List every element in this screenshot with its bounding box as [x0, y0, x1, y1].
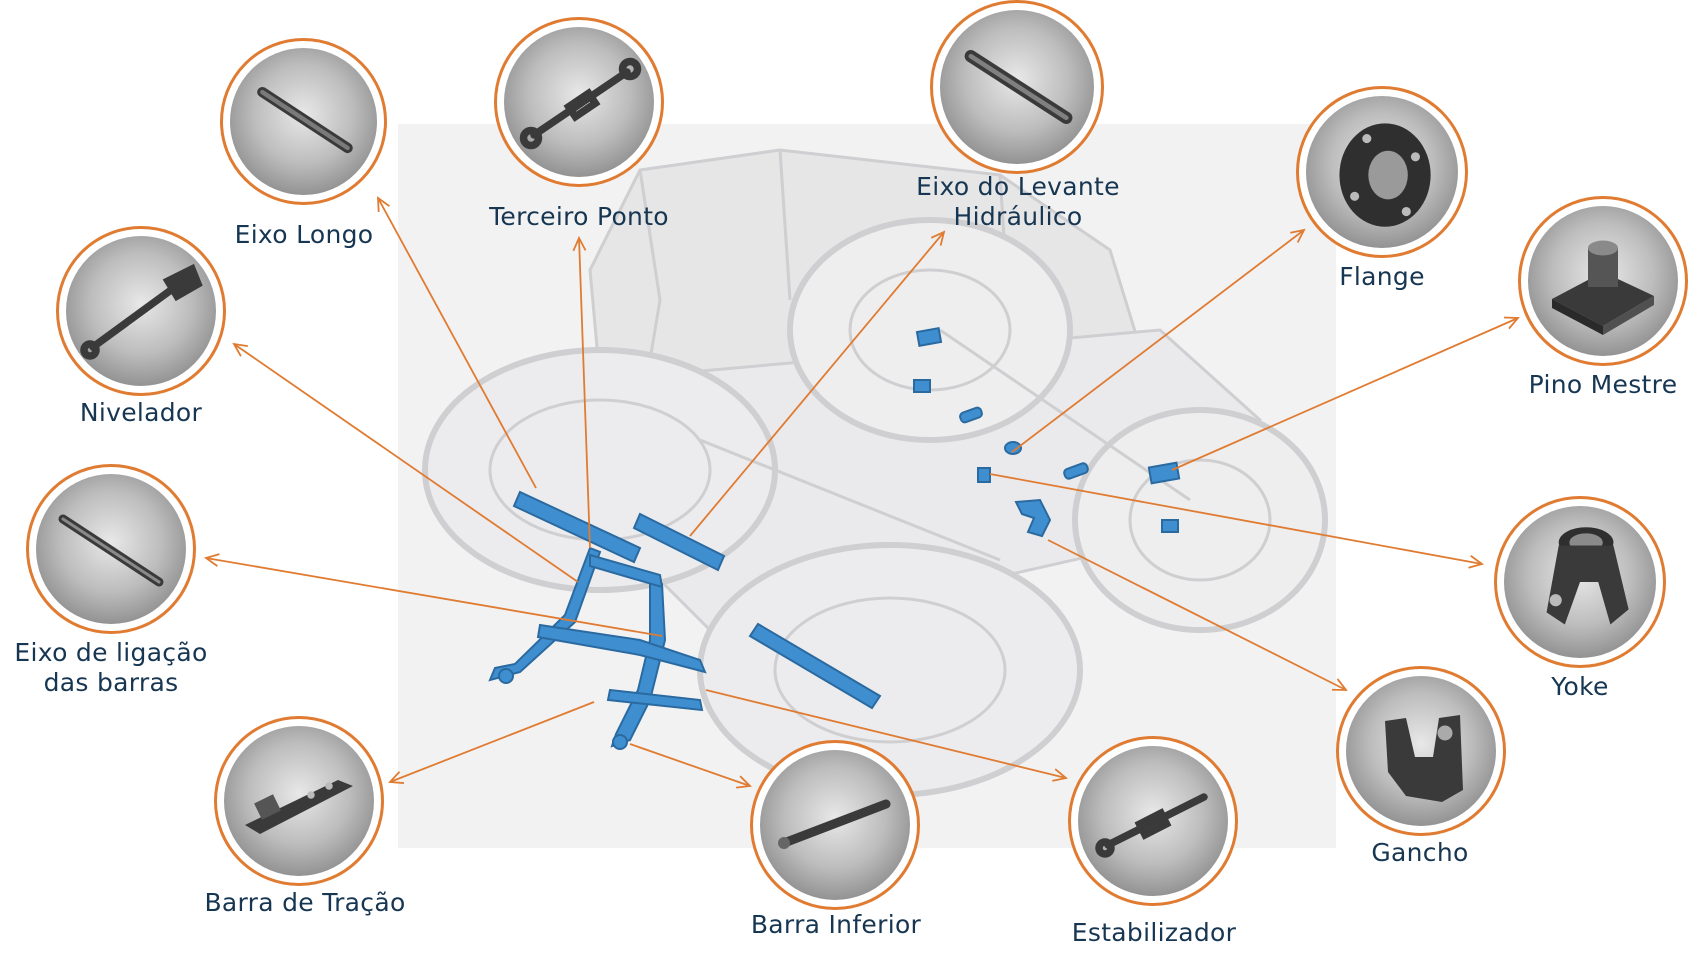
link-shaft-icon	[26, 464, 196, 634]
pointer-line-barra-inferior	[629, 743, 752, 789]
arrowhead-icon	[930, 230, 946, 246]
part-label-barra-inferior: Barra Inferior	[750, 910, 922, 939]
pointer-line-eixo-levante	[689, 230, 946, 537]
arrowhead-icon	[377, 196, 390, 213]
pointer-line-yoke	[989, 473, 1485, 569]
long-shaft-icon	[220, 38, 387, 205]
arrowhead-icon	[1468, 555, 1485, 569]
flange-icon	[1296, 86, 1468, 258]
arrowhead-icon	[1290, 228, 1306, 243]
pointer-line-gancho	[1047, 539, 1348, 691]
part-label-terceiro-ponto: Terceiro Ponto	[489, 202, 669, 231]
pointer-line-barra-tracao	[388, 701, 595, 784]
part-label-flange: Flange	[1339, 262, 1425, 291]
pointer-line-estabilizador	[705, 689, 1069, 782]
part-label-eixo-ligacao: Eixo de ligação das barras	[14, 638, 208, 697]
arrowhead-icon	[232, 342, 248, 357]
top-link-icon	[494, 17, 664, 187]
pointer-line-terceiro-ponto	[572, 235, 591, 549]
arrowhead-icon	[1052, 768, 1069, 782]
pointer-line-eixo-ligacao	[203, 553, 663, 637]
pointer-line-flange	[1011, 228, 1306, 453]
part-label-gancho: Gancho	[1371, 838, 1469, 867]
arrowhead-icon	[1503, 316, 1520, 330]
arrowhead-icon	[203, 553, 220, 567]
drawbar-icon	[214, 716, 384, 886]
lower-link-icon	[750, 740, 920, 910]
pointer-line-nivelador	[232, 342, 579, 583]
leveling-rod-icon	[56, 226, 226, 396]
part-label-eixo-longo: Eixo Longo	[234, 220, 374, 249]
stabilizer-icon	[1068, 736, 1238, 906]
arrowhead-icon	[735, 775, 752, 789]
part-label-barra-tracao: Barra de Tração	[204, 888, 406, 917]
arrowhead-icon	[1331, 678, 1348, 691]
king-pin-icon	[1518, 196, 1688, 366]
yoke-icon	[1494, 496, 1666, 668]
hook-icon	[1336, 666, 1506, 836]
part-label-estabilizador: Estabilizador	[1071, 918, 1237, 947]
arrowhead-icon	[572, 235, 587, 252]
arrowhead-icon	[388, 771, 405, 784]
part-label-pino-mestre: Pino Mestre	[1528, 370, 1678, 399]
part-label-nivelador: Nivelador	[79, 398, 203, 427]
part-label-yoke: Yoke	[1551, 672, 1609, 701]
pointer-line-eixo-longo	[377, 196, 537, 489]
pointer-line-pino-mestre	[1171, 316, 1520, 471]
part-label-eixo-levante: Eixo do Levante Hidráulico	[916, 172, 1120, 231]
lift-shaft-icon	[930, 0, 1104, 174]
